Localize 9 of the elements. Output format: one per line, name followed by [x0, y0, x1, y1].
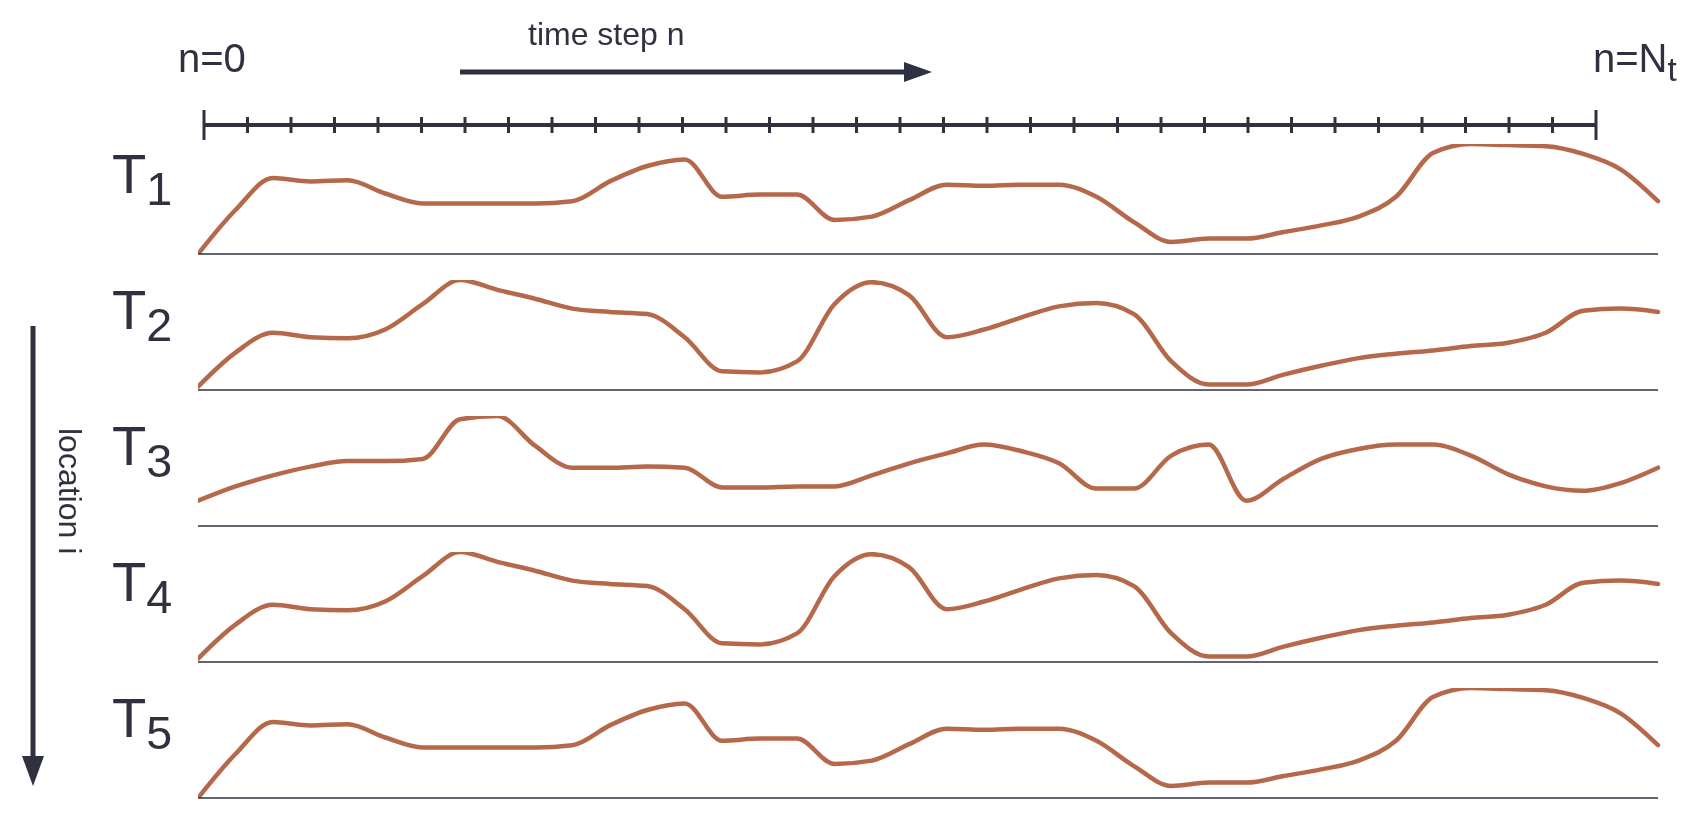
y-axis-title: T$_{5}$ [112, 686, 173, 760]
text: location i [51, 428, 88, 555]
y-axis-title: T$_{1}$ [112, 142, 173, 216]
y-axis-title: T$_{4}$ [112, 550, 173, 624]
text: n=N$_{t}$ [1593, 36, 1677, 89]
y-axis-title: T$_{2}$ [112, 278, 173, 352]
text: n=0 [178, 36, 246, 81]
y-axis-title: T$_{3}$ [112, 414, 173, 488]
text: time step n [528, 16, 685, 53]
